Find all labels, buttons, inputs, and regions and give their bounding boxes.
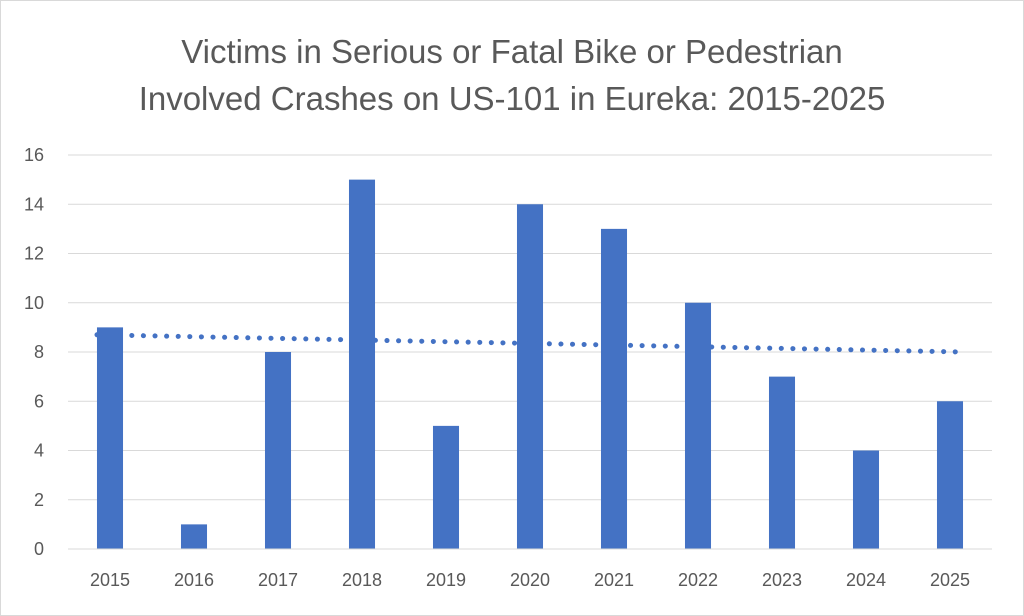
y-tick-label: 6 (34, 391, 44, 411)
y-tick-label: 4 (34, 441, 44, 461)
chart-title-line-1: Victims in Serious or Fatal Bike or Pede… (181, 33, 843, 70)
x-tick-label: 2018 (342, 570, 382, 590)
y-tick-label: 8 (34, 342, 44, 362)
x-tick-label: 2016 (174, 570, 214, 590)
bar-2025 (936, 401, 964, 549)
chart-title: Victims in Serious or Fatal Bike or Pede… (0, 28, 1024, 122)
y-axis-labels: 0 2 4 6 8 10 12 14 16 (24, 145, 44, 559)
x-tick-label: 2025 (930, 570, 970, 590)
x-axis-labels: 2015 2016 2017 2018 2019 2020 2021 2022 2023 2024… (90, 570, 970, 590)
bar-2017 (264, 352, 292, 549)
y-tick-label: 0 (34, 539, 44, 559)
x-tick-label: 2019 (426, 570, 466, 590)
chart-title-line-2: Involved Crashes on US-101 in Eureka: 20… (138, 80, 886, 117)
bar-2024 (852, 450, 880, 549)
x-tick-label: 2015 (90, 570, 130, 590)
x-tick-label: 2017 (258, 570, 298, 590)
x-tick-label: 2023 (762, 570, 802, 590)
y-tick-label: 2 (34, 490, 44, 510)
bar-2019 (432, 425, 460, 549)
bar-2015 (96, 327, 124, 549)
y-tick-label: 16 (24, 145, 44, 165)
y-tick-label: 10 (24, 293, 44, 313)
x-tick-label: 2022 (678, 570, 718, 590)
bar-2016 (180, 524, 208, 549)
x-tick-label: 2021 (594, 570, 634, 590)
bar-2018 (348, 179, 376, 549)
bars (96, 179, 964, 549)
x-tick-label: 2020 (510, 570, 550, 590)
y-tick-label: 14 (24, 194, 44, 214)
x-tick-label: 2024 (846, 570, 886, 590)
bar-2020 (516, 204, 544, 549)
bar-2021 (600, 228, 628, 549)
bar-2023 (768, 376, 796, 549)
y-tick-label: 12 (24, 244, 44, 264)
bar-2022 (684, 302, 712, 549)
